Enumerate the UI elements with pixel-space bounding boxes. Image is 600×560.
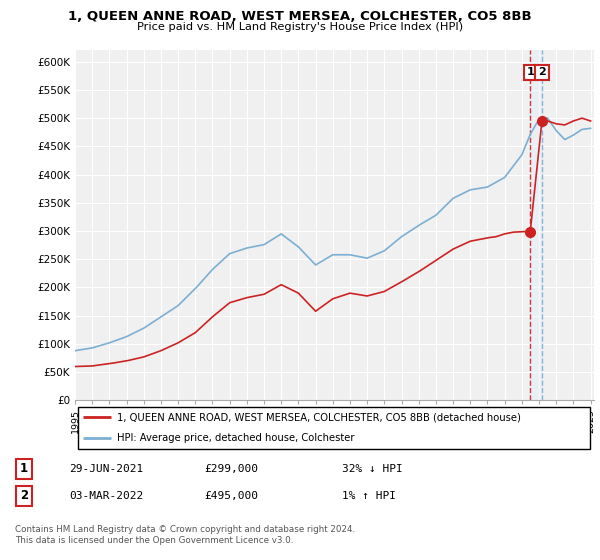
- Text: 1, QUEEN ANNE ROAD, WEST MERSEA, COLCHESTER, CO5 8BB: 1, QUEEN ANNE ROAD, WEST MERSEA, COLCHES…: [68, 10, 532, 22]
- Text: 1% ↑ HPI: 1% ↑ HPI: [342, 491, 396, 501]
- Bar: [530, 50, 542, 400]
- FancyBboxPatch shape: [77, 407, 590, 449]
- Text: 1: 1: [20, 462, 28, 475]
- Text: £495,000: £495,000: [204, 491, 258, 501]
- Text: 2: 2: [538, 67, 546, 77]
- Text: 1, QUEEN ANNE ROAD, WEST MERSEA, COLCHESTER, CO5 8BB (detached house): 1, QUEEN ANNE ROAD, WEST MERSEA, COLCHES…: [116, 412, 520, 422]
- Text: Price paid vs. HM Land Registry's House Price Index (HPI): Price paid vs. HM Land Registry's House …: [137, 22, 463, 32]
- Text: 2: 2: [20, 489, 28, 502]
- Text: 29-JUN-2021: 29-JUN-2021: [69, 464, 143, 474]
- Text: 03-MAR-2022: 03-MAR-2022: [69, 491, 143, 501]
- Text: 32% ↓ HPI: 32% ↓ HPI: [342, 464, 403, 474]
- Text: Contains HM Land Registry data © Crown copyright and database right 2024.
This d: Contains HM Land Registry data © Crown c…: [15, 525, 355, 545]
- Text: £299,000: £299,000: [204, 464, 258, 474]
- Text: 1: 1: [526, 67, 534, 77]
- Text: HPI: Average price, detached house, Colchester: HPI: Average price, detached house, Colc…: [116, 433, 354, 444]
